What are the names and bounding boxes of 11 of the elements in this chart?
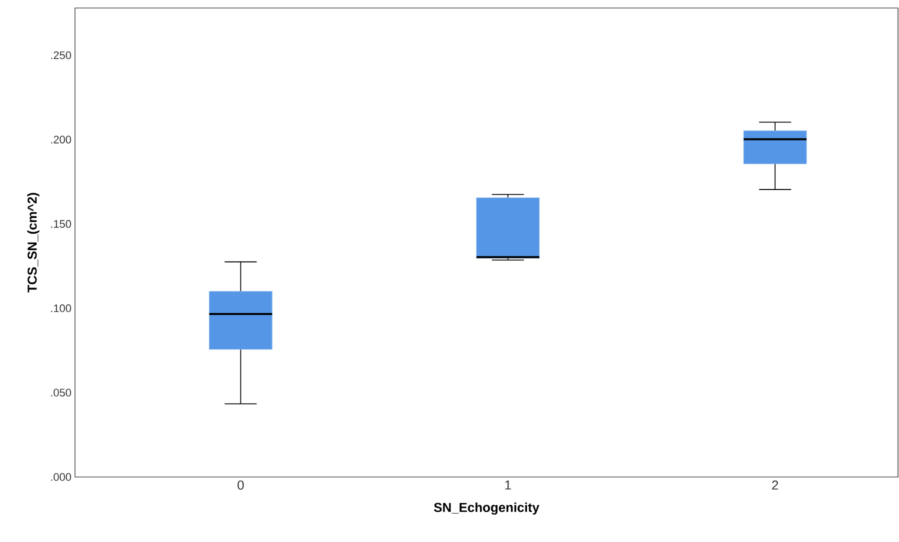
y-tick-label: .100	[51, 304, 72, 312]
x-axis-title: SN_Echogenicity	[434, 502, 540, 515]
y-axis-title: TCS_SN_(cm^2)	[27, 192, 40, 293]
x-tick-label: 1	[505, 480, 511, 490]
x-tick-label: 0	[238, 480, 244, 490]
y-tick-label: .150	[51, 220, 72, 228]
x-tick-label: 2	[772, 480, 778, 490]
y-tick-label: .250	[51, 51, 72, 60]
y-tick-label: .050	[51, 388, 72, 397]
y-tick-label: .000	[51, 473, 72, 481]
y-tick-label: .200	[51, 136, 72, 144]
